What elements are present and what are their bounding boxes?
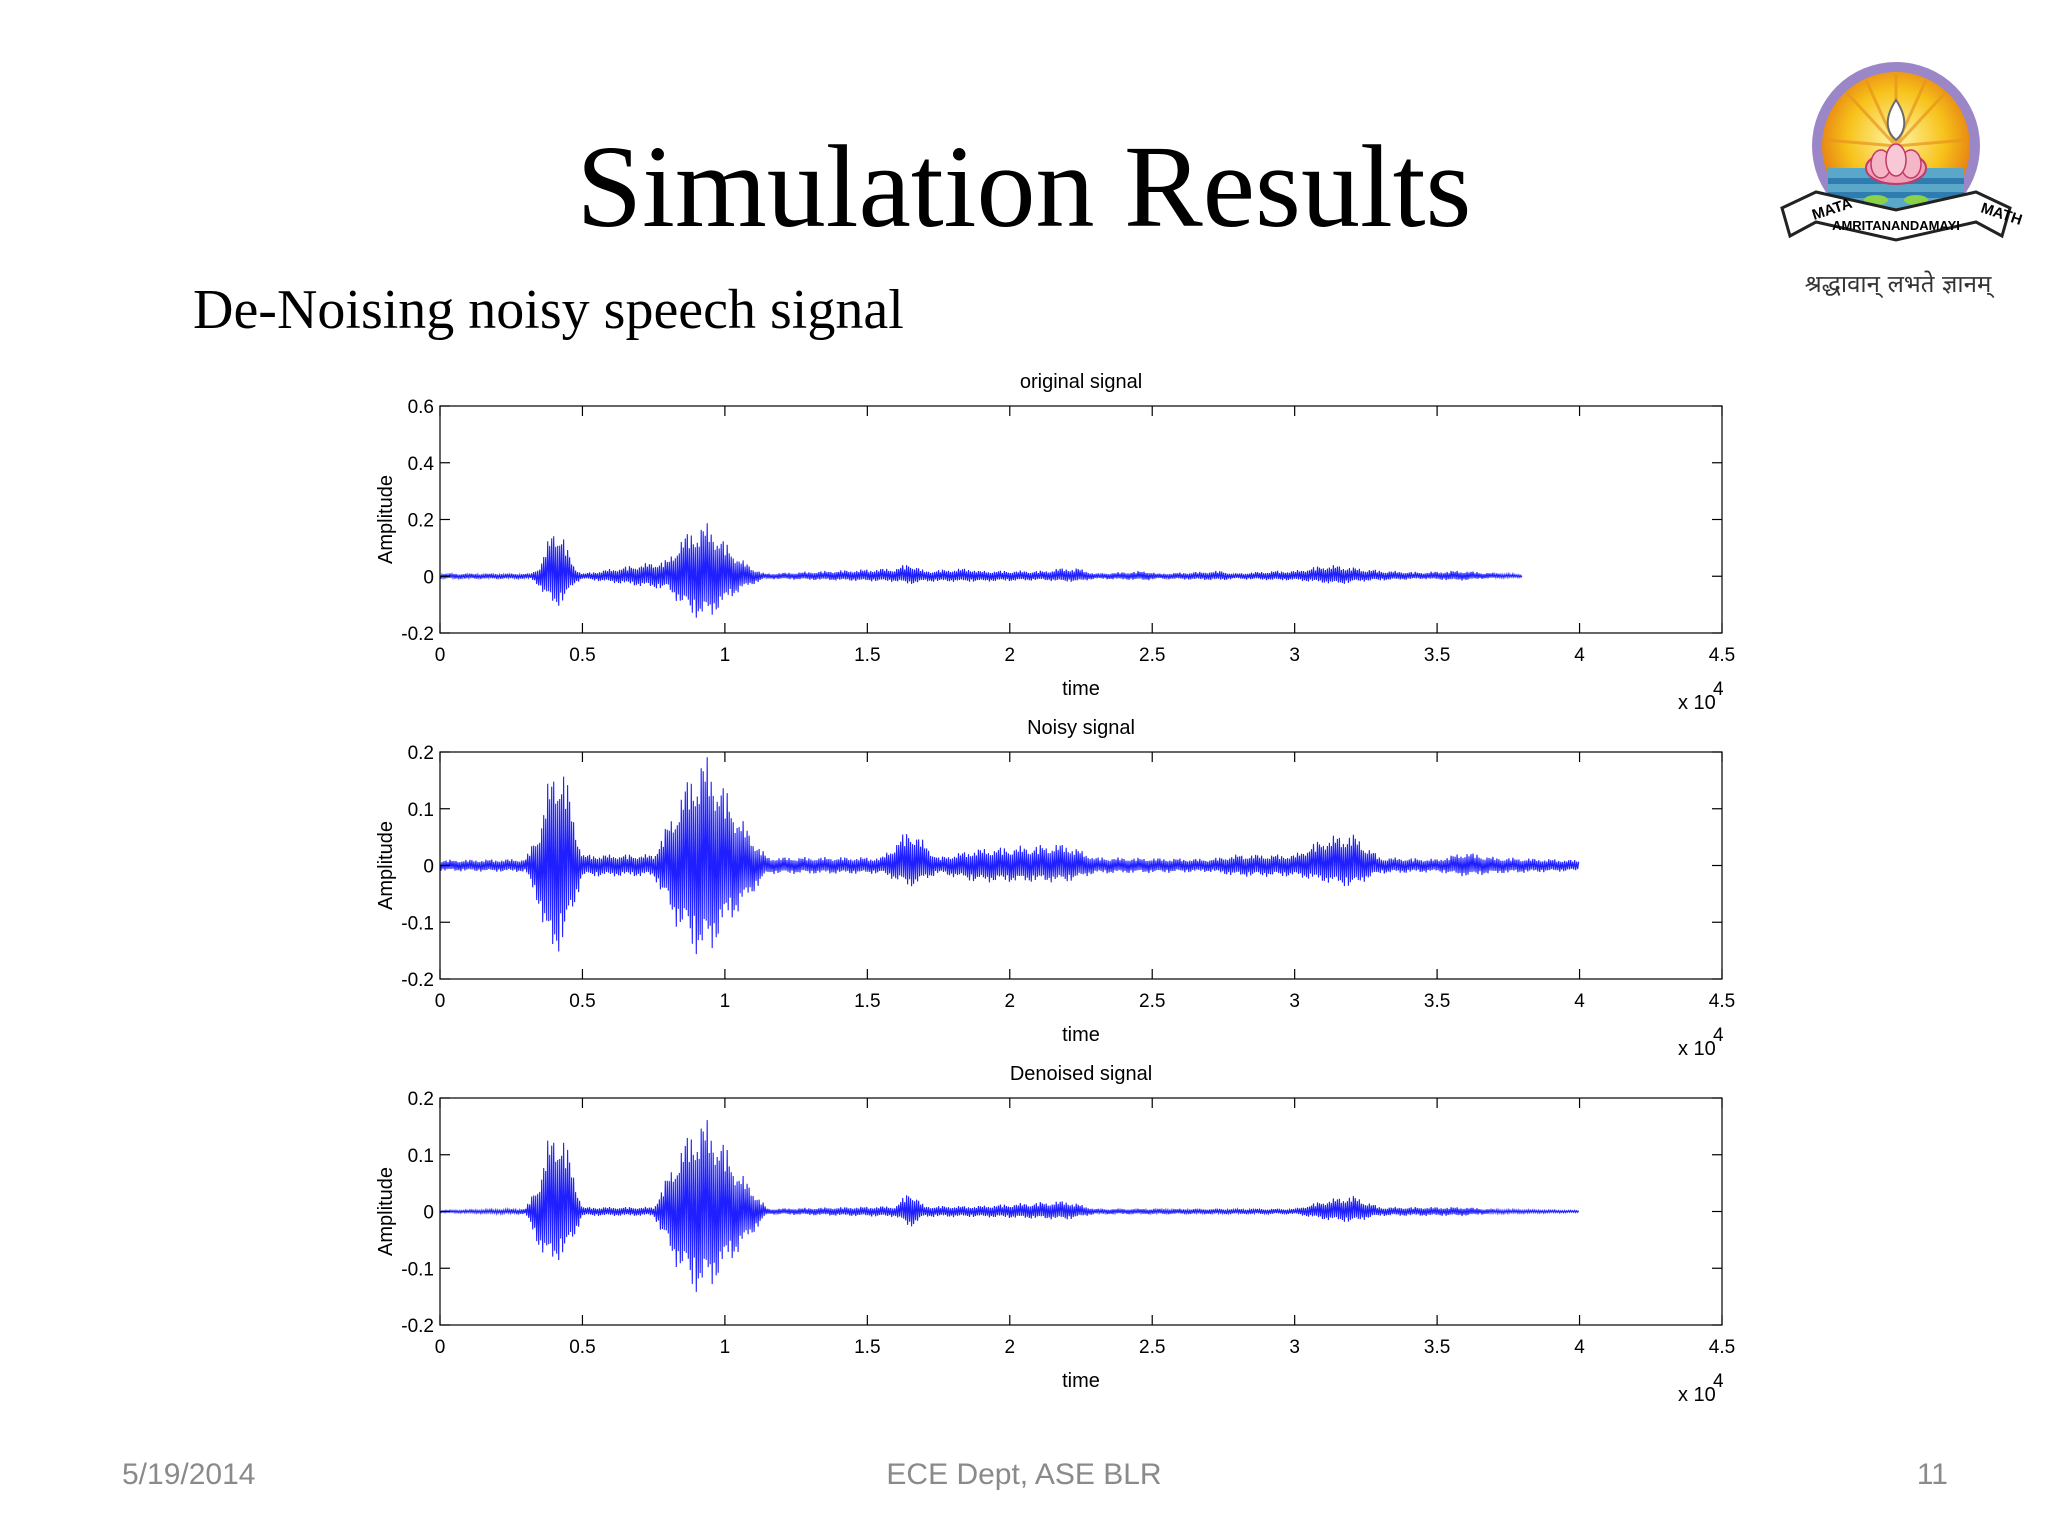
y-tick-label: 0.1 bbox=[408, 800, 434, 821]
y-tick-label: 0 bbox=[423, 857, 434, 878]
y-tick-label: 0.2 bbox=[408, 743, 434, 764]
x-tick-label: 3 bbox=[1289, 991, 1300, 1012]
x-tick-label: 3 bbox=[1289, 645, 1300, 666]
y-tick-label: -0.2 bbox=[401, 624, 434, 645]
svg-text:AMRITANANDAMAYI: AMRITANANDAMAYI bbox=[1832, 218, 1960, 233]
chart-title: original signal bbox=[1020, 371, 1142, 393]
x-tick-label: 0.5 bbox=[569, 991, 595, 1012]
x-tick-label: 3 bbox=[1289, 1337, 1300, 1358]
slide-subtitle: De-Noising noisy speech signal bbox=[193, 279, 904, 341]
signal-trace bbox=[439, 523, 1523, 618]
x-multiplier-exponent: 4 bbox=[1713, 1025, 1724, 1046]
footer-date: 5/19/2014 bbox=[122, 1458, 256, 1491]
emblem-flame bbox=[1886, 98, 1906, 142]
x-tick-label: 0 bbox=[435, 1337, 446, 1358]
x-axis-label: time bbox=[1062, 1370, 1100, 1392]
y-axis-label: Amplitude bbox=[375, 475, 397, 564]
x-tick-label: 2.5 bbox=[1139, 991, 1165, 1012]
x-tick-label: 1.5 bbox=[854, 1337, 880, 1358]
y-tick-label: -0.2 bbox=[401, 1316, 434, 1337]
x-tick-label: 0 bbox=[435, 991, 446, 1012]
x-multiplier: x 10 bbox=[1678, 1384, 1716, 1406]
y-tick-label: -0.1 bbox=[401, 913, 434, 934]
y-tick-label: -0.1 bbox=[401, 1259, 434, 1280]
x-tick-label: 1.5 bbox=[854, 991, 880, 1012]
y-tick-label: 0.6 bbox=[408, 397, 434, 418]
footer-page-number: 11 bbox=[1916, 1458, 1948, 1491]
x-tick-label: 4 bbox=[1574, 1337, 1585, 1358]
x-tick-label: 3.5 bbox=[1424, 991, 1450, 1012]
x-tick-label: 1 bbox=[720, 645, 731, 666]
logo-motto: श्रद्धावान् लभते ज्ञानम् bbox=[1805, 270, 1996, 299]
x-axis-label: time bbox=[1062, 678, 1100, 700]
x-multiplier: x 10 bbox=[1678, 692, 1716, 714]
x-tick-label: 1 bbox=[720, 991, 731, 1012]
footer-center-text: ECE Dept, ASE BLR bbox=[886, 1458, 1162, 1491]
x-tick-label: 2.5 bbox=[1139, 645, 1165, 666]
y-tick-label: 0 bbox=[423, 567, 434, 588]
x-tick-label: 2.5 bbox=[1139, 1337, 1165, 1358]
x-multiplier: x 10 bbox=[1678, 1038, 1716, 1060]
signal-trace bbox=[439, 1120, 1580, 1292]
chart-1: 0 0.5 1 1.5 2 2.5 3 3.5 4 4.5-0.200.20.40.6origin… bbox=[375, 371, 1735, 714]
y-tick-label: 0.2 bbox=[408, 511, 434, 532]
axes-box bbox=[439, 405, 1723, 634]
x-tick-label: 1 bbox=[720, 1337, 731, 1358]
x-tick-label: 2 bbox=[1004, 991, 1015, 1012]
chart-2: 0 0.5 1 1.5 2 2.5 3 3.5 4 4.5 -0.2 -0.1 0 0.1 0.2 Noisy… bbox=[375, 717, 1735, 1060]
y-tick-label: 0.4 bbox=[408, 454, 435, 475]
x-tick-label: 2 bbox=[1004, 1337, 1015, 1358]
y-tick-label: -0.2 bbox=[401, 970, 434, 991]
x-tick-label: 2 bbox=[1004, 645, 1015, 666]
chart-3: 0 0.5 1 1.5 2 2.5 3 3.5 4 4.5 -0.2 -0.1 0 0.1 0.2 Denoi… bbox=[375, 1063, 1735, 1406]
y-tick-label: 0 bbox=[423, 1203, 434, 1224]
x-multiplier-exponent: 4 bbox=[1713, 1371, 1724, 1392]
x-tick-label: 0.5 bbox=[569, 1337, 595, 1358]
chart-title: Noisy signal bbox=[1027, 717, 1135, 739]
x-tick-label: 0.5 bbox=[569, 645, 595, 666]
y-axis-label: Amplitude bbox=[375, 821, 397, 910]
x-axis-label: time bbox=[1062, 1024, 1100, 1046]
x-tick-label: 3.5 bbox=[1424, 1337, 1450, 1358]
chart-title: Denoised signal bbox=[1010, 1063, 1152, 1085]
x-tick-label: 1.5 bbox=[854, 645, 880, 666]
y-tick-label: 0.2 bbox=[408, 1089, 434, 1110]
emblem-ribbon bbox=[1780, 190, 2012, 242]
y-axis-label: Amplitude bbox=[375, 1167, 397, 1256]
signal-trace bbox=[439, 757, 1580, 955]
y-tick-label: 0.1 bbox=[408, 1146, 434, 1167]
slide-title: Simulation Results bbox=[576, 121, 1472, 252]
x-tick-label: 4.5 bbox=[1709, 991, 1735, 1012]
x-multiplier-exponent: 4 bbox=[1713, 679, 1724, 700]
x-tick-label: 3.5 bbox=[1424, 645, 1450, 666]
x-tick-label: 4.5 bbox=[1709, 1337, 1735, 1358]
x-tick-label: 0 bbox=[435, 645, 446, 666]
x-tick-label: 4.5 bbox=[1709, 645, 1735, 666]
x-tick-label: 4 bbox=[1574, 991, 1585, 1012]
amrita-emblem-icon: MATA AMRITANANDAMAYI MATH श्रद्धावान् लभ… bbox=[1780, 62, 2024, 299]
x-tick-label: 4 bbox=[1574, 645, 1585, 666]
